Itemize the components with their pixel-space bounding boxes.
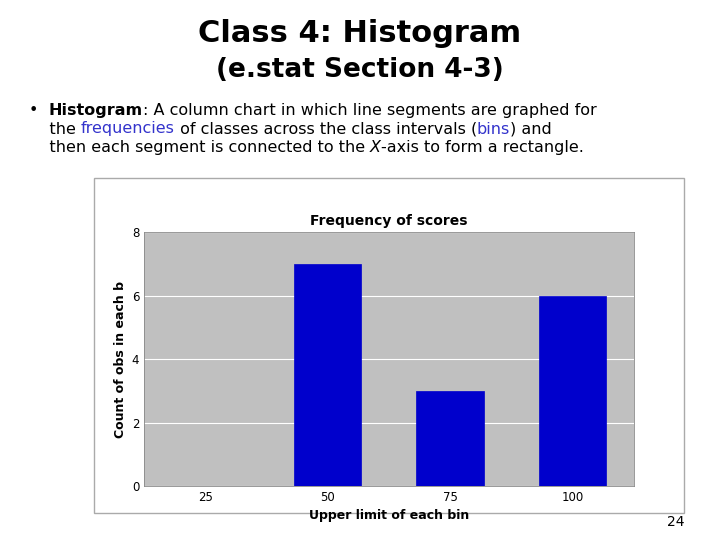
Bar bbox=[416, 391, 484, 486]
Bar bbox=[539, 296, 606, 486]
Text: the: the bbox=[29, 122, 81, 137]
Text: -axis to form a rectangle.: -axis to form a rectangle. bbox=[381, 140, 584, 156]
Text: bins: bins bbox=[477, 122, 510, 137]
Text: •: • bbox=[29, 103, 48, 118]
Title: Frequency of scores: Frequency of scores bbox=[310, 214, 467, 228]
Text: then each segment is connected to the: then each segment is connected to the bbox=[29, 140, 370, 156]
Text: Histogram: Histogram bbox=[48, 103, 143, 118]
Text: X: X bbox=[370, 140, 381, 156]
Text: : A column chart in which line segments are graphed for: : A column chart in which line segments … bbox=[143, 103, 596, 118]
Text: (e.stat Section 4-3): (e.stat Section 4-3) bbox=[216, 57, 504, 83]
Text: Class 4: Histogram: Class 4: Histogram bbox=[199, 19, 521, 48]
Bar bbox=[294, 264, 361, 486]
Text: of classes across the class intervals (: of classes across the class intervals ( bbox=[175, 122, 477, 137]
Text: ) and: ) and bbox=[510, 122, 552, 137]
Text: frequencies: frequencies bbox=[81, 122, 175, 137]
Y-axis label: Count of obs in each b: Count of obs in each b bbox=[114, 281, 127, 437]
X-axis label: Upper limit of each bin: Upper limit of each bin bbox=[309, 509, 469, 522]
Text: 24: 24 bbox=[667, 515, 684, 529]
